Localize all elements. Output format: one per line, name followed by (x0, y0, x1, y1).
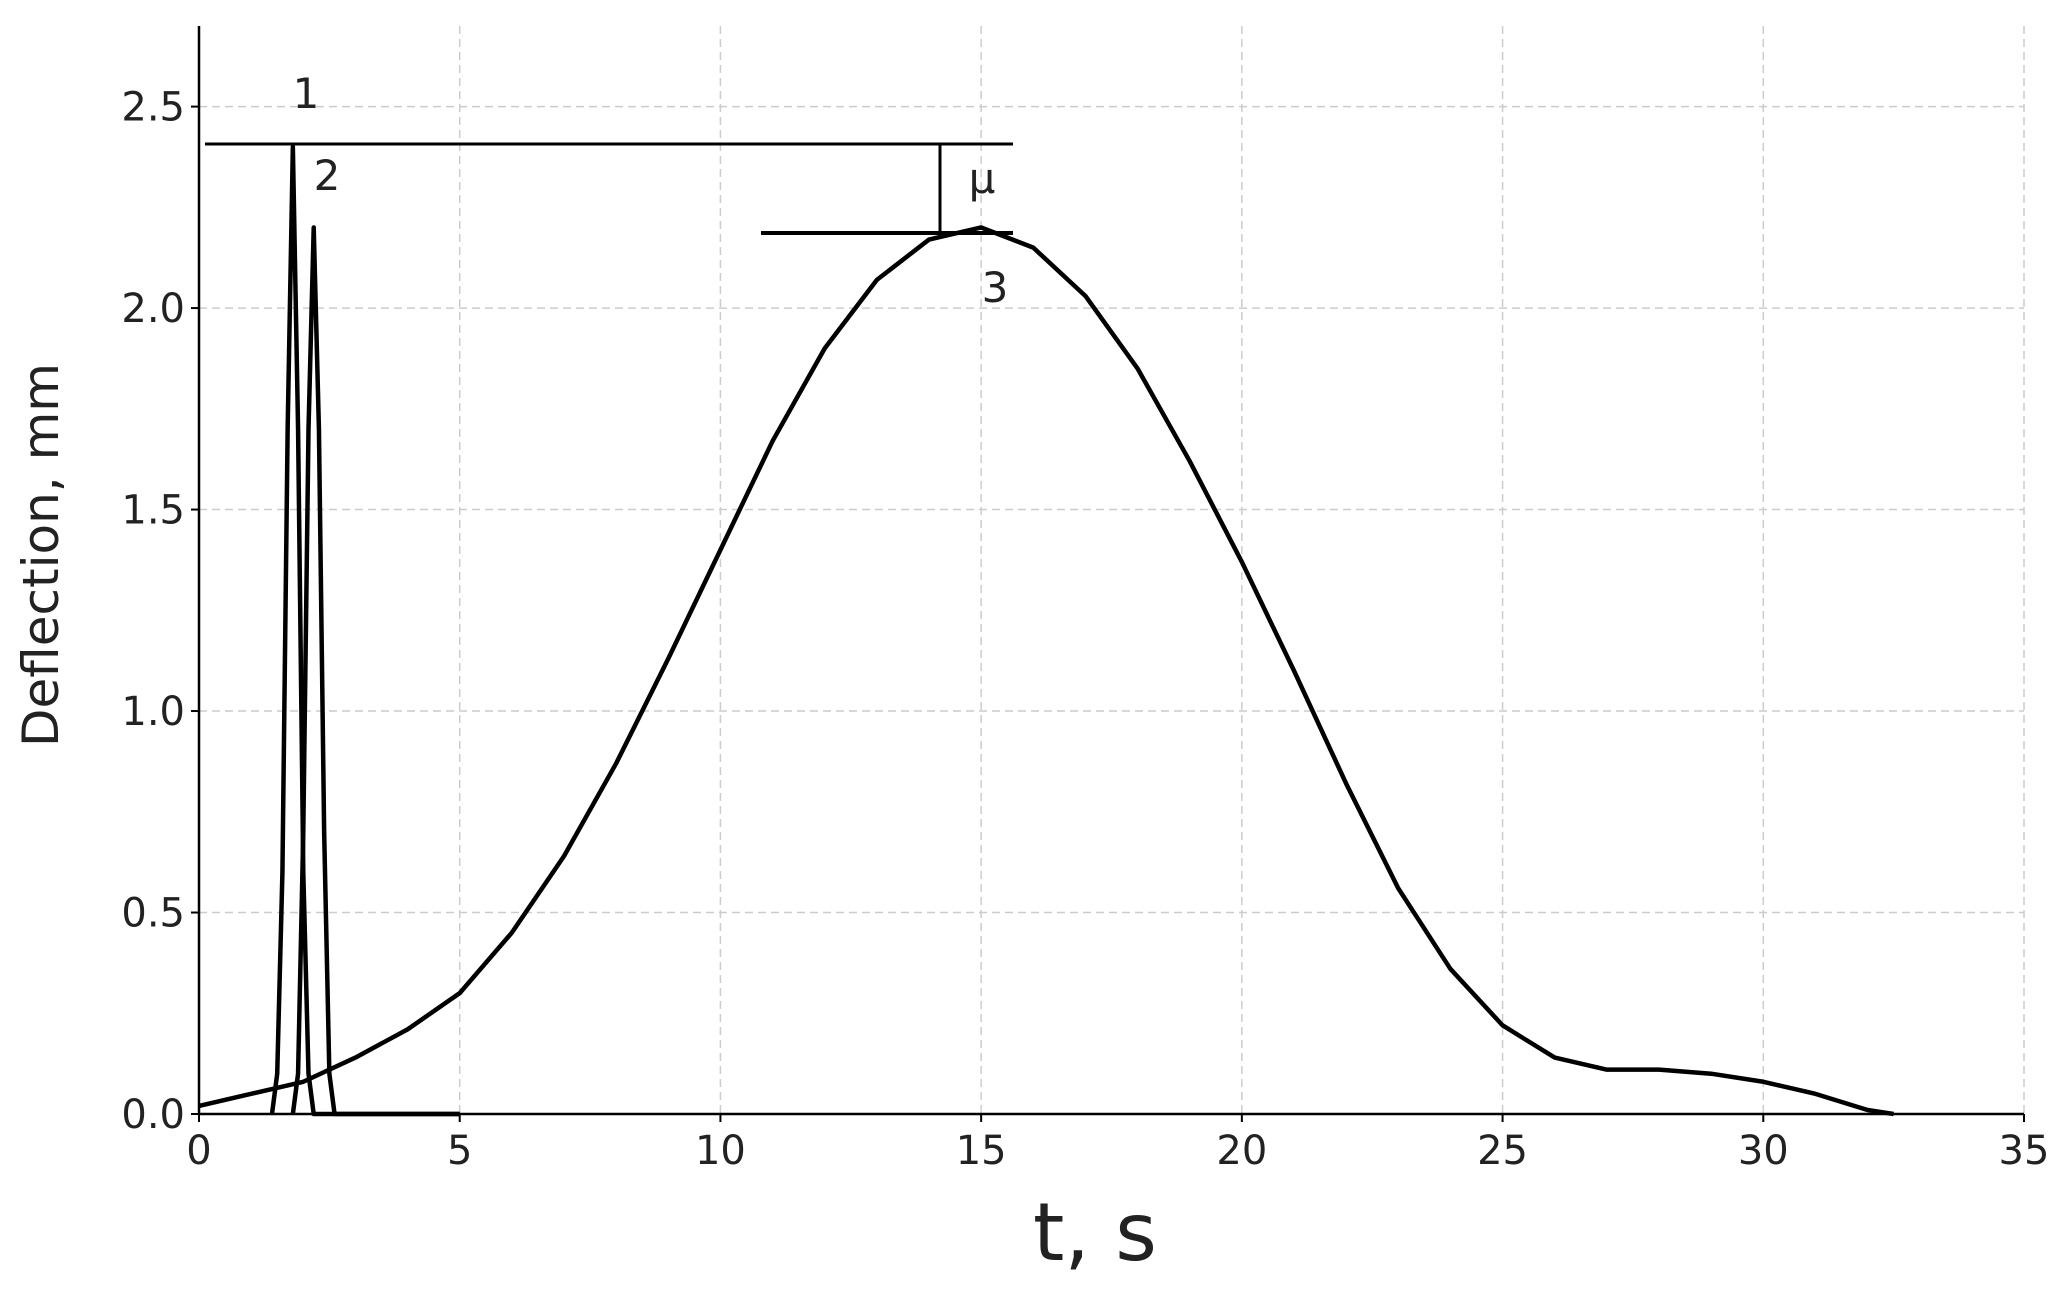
y-tick-label: 0.0 (121, 1092, 185, 1138)
annotation: 2 (314, 151, 341, 200)
y-tick-label: 0.5 (121, 891, 185, 937)
x-tick-label: 35 (1999, 1128, 2050, 1174)
x-tick-label: 30 (1738, 1128, 1789, 1174)
x-tick-label: 25 (1477, 1128, 1528, 1174)
y-tick-label: 1.0 (121, 689, 185, 735)
y-tick-label: 2.0 (121, 286, 185, 332)
line (269, 144, 460, 1117)
x-tick-label: 10 (695, 1128, 746, 1174)
y-axis-label: Deflection, mm (12, 363, 70, 747)
x-tick-label: 5 (447, 1128, 472, 1174)
x-tick-label: 15 (956, 1128, 1007, 1174)
y-tick-label: 2.5 (121, 85, 185, 131)
line (290, 225, 460, 1117)
x-tick-label: 0 (186, 1128, 211, 1174)
line (198, 225, 1894, 1117)
annotation: 1 (293, 69, 320, 118)
annotation: 3 (982, 263, 1009, 312)
x-tick-label: 20 (1216, 1128, 1267, 1174)
annotation: μ (969, 154, 996, 203)
y-tick-label: 1.5 (121, 488, 185, 534)
x-axis-label: t, s (1033, 1186, 1157, 1279)
